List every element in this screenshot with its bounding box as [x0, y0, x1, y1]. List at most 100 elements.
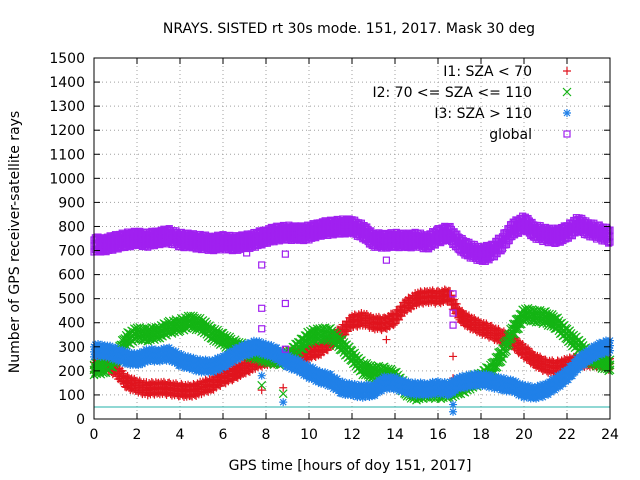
data-point: [166, 345, 175, 354]
data-point: [460, 374, 469, 383]
y-tick-label: 900: [58, 195, 85, 211]
data-point: [534, 388, 543, 397]
data-point: [171, 352, 180, 361]
data-point: [171, 357, 180, 366]
data-point: [123, 371, 132, 380]
y-tick-label: 1400: [49, 75, 85, 91]
data-point-outlier: [258, 261, 266, 269]
data-point: [196, 355, 205, 364]
data-point: [498, 354, 507, 363]
data-point: [212, 361, 221, 370]
data-point: [165, 348, 174, 357]
data-point-outlier: [449, 321, 457, 329]
data-point-outlier: [278, 389, 288, 399]
x-tick-label: 2: [133, 427, 142, 443]
data-point: [326, 370, 335, 379]
y-tick-label: 500: [58, 292, 85, 308]
data-point-outlier: [281, 299, 289, 308]
data-point: [577, 338, 587, 347]
data-point-outlier: [449, 290, 457, 298]
y-tick-label: 700: [58, 244, 85, 260]
x-tick-label: 12: [343, 427, 361, 443]
data-point: [424, 386, 433, 395]
x-tick-label: 6: [219, 427, 228, 443]
data-point: [245, 351, 254, 360]
data-point-outlier: [279, 398, 288, 407]
data-point: [155, 352, 164, 361]
data-point: [466, 377, 475, 386]
data-point: [600, 344, 609, 353]
data-point: [209, 363, 218, 372]
legend-marker: [563, 130, 571, 138]
data-point: [169, 351, 178, 360]
data-point-outlier: [258, 304, 266, 312]
data-point: [460, 379, 469, 388]
data-point-outlier: [481, 257, 489, 265]
chart-title: NRAYS. SISTED rt 30s mode. 151, 2017. Ma…: [163, 21, 535, 37]
data-point: [472, 377, 481, 386]
data-point: [454, 303, 463, 312]
data-point: [272, 343, 281, 352]
data-point: [276, 352, 285, 361]
x-tick-label: 10: [300, 427, 318, 443]
data-point: [605, 227, 613, 235]
data-point-outlier: [281, 345, 289, 353]
data-point: [330, 383, 339, 392]
data-point: [502, 346, 511, 356]
data-point-outlier: [449, 309, 457, 317]
x-tick-label: 20: [515, 427, 533, 443]
data-point: [600, 339, 609, 348]
data-point: [470, 314, 479, 323]
data-point: [274, 345, 283, 354]
data-point-outlier: [258, 325, 266, 333]
data-point: [456, 374, 465, 383]
data-point: [538, 388, 547, 397]
data-point: [166, 355, 175, 364]
data-point: [296, 362, 305, 371]
legend-marker: [563, 109, 571, 117]
data-point-outlier: [382, 256, 390, 264]
data-point: [377, 387, 386, 396]
data-point: [212, 356, 221, 365]
data-point: [365, 393, 374, 402]
data-point: [216, 365, 225, 374]
data-point-outlier: [382, 335, 391, 344]
y-tick-label: 1200: [49, 123, 85, 139]
data-point: [327, 382, 336, 391]
data-point: [213, 325, 223, 335]
data-point: [209, 358, 218, 367]
data-point: [605, 239, 613, 247]
data-point: [597, 340, 606, 349]
data-point: [568, 372, 577, 381]
data-point: [466, 382, 475, 391]
data-point: [158, 356, 167, 365]
series-3: [90, 336, 614, 416]
x-tick-label: 14: [386, 427, 404, 443]
data-point: [298, 364, 307, 373]
data-point: [165, 353, 174, 362]
data-point: [294, 366, 303, 375]
data-point: [228, 376, 237, 385]
tick-labels: 0 2 4 6 8 10 12 14 16 18 20 22 240100200300400500600…: [49, 51, 619, 443]
data-point-outlier: [257, 386, 266, 395]
legend-marker: [563, 67, 571, 75]
x-tick-label: 22: [558, 427, 576, 443]
data-point: [327, 377, 336, 386]
data-point: [209, 368, 218, 377]
data-point-outlier: [257, 371, 266, 380]
data-point: [216, 355, 225, 364]
data-point: [482, 319, 491, 328]
legend-marker: [562, 87, 572, 97]
data-point: [358, 393, 367, 402]
data-point: [472, 372, 481, 381]
y-tick-label: 100: [58, 388, 85, 404]
data-point: [496, 356, 506, 366]
data-point: [169, 346, 178, 355]
data-point: [155, 347, 164, 356]
legend-label: I3: SZA > 110: [434, 106, 532, 122]
y-tick-label: 300: [58, 340, 85, 356]
legend-label: I2: 70 <= SZA <= 110: [372, 85, 532, 101]
data-point: [389, 321, 398, 330]
data-point: [597, 345, 606, 354]
